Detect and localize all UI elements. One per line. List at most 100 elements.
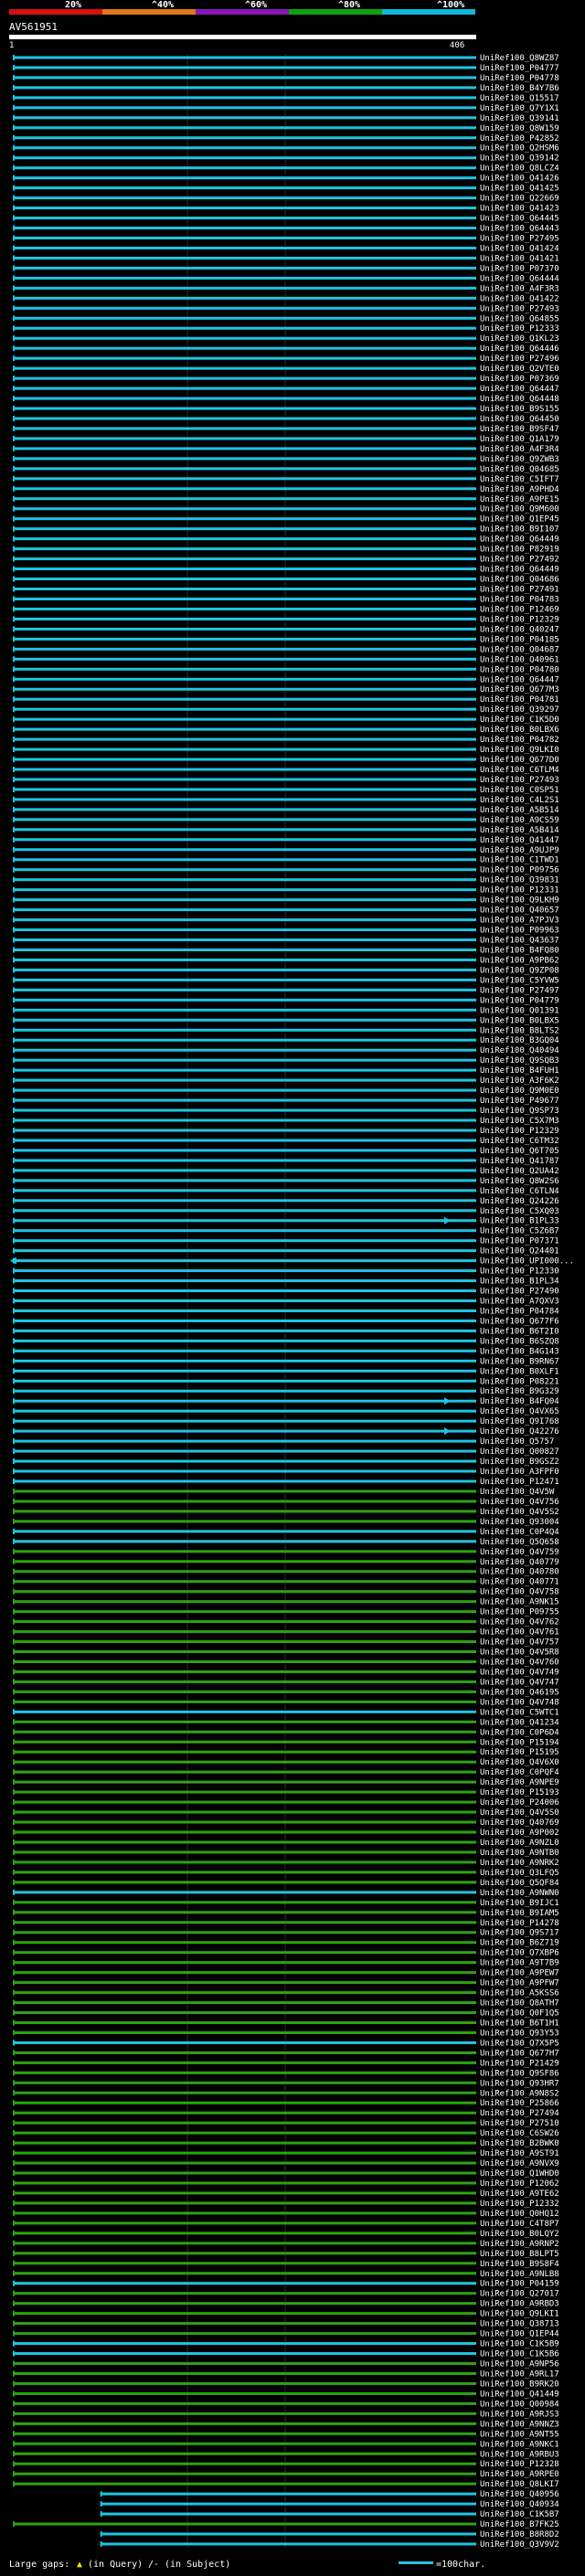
hit-label[interactable]: UniRef100_B2BWK0 <box>480 2139 559 2148</box>
hit-row[interactable]: UniRef100_Q41421 <box>13 254 559 263</box>
hit-row[interactable]: UniRef100_P12333 <box>13 324 559 334</box>
hit-label[interactable]: UniRef100_P27492 <box>480 556 559 565</box>
hit-row[interactable]: UniRef100_A9NPE9 <box>13 1778 559 1787</box>
hit-row[interactable]: UniRef100_Q41423 <box>13 205 559 214</box>
hit-row[interactable]: UniRef100_P27495 <box>13 234 559 243</box>
hit-label[interactable]: UniRef100_C1K5B7 <box>480 2510 559 2519</box>
hit-row[interactable]: UniRef100_B4FUH1 <box>13 1066 559 1076</box>
hit-row[interactable]: UniRef100_C1TWD1 <box>13 856 559 865</box>
hit-label[interactable]: UniRef100_Q4V758 <box>480 1588 559 1597</box>
hit-label[interactable]: UniRef100_P04784 <box>480 1307 559 1316</box>
hit-row[interactable]: UniRef100_Q43637 <box>13 937 559 946</box>
hit-row[interactable]: UniRef100_Q40247 <box>13 625 559 634</box>
hit-row[interactable]: UniRef100_P12471 <box>13 1478 559 1487</box>
hit-label[interactable]: UniRef100_Q41787 <box>480 1157 559 1166</box>
hit-row[interactable]: UniRef100_B2BWK0 <box>13 2139 559 2148</box>
hit-row[interactable]: UniRef100_A9CS59 <box>13 816 559 825</box>
hit-label[interactable]: UniRef100_Q5QF84 <box>480 1879 559 1888</box>
hit-row[interactable]: UniRef100_Q4V749 <box>13 1668 559 1677</box>
hit-label[interactable]: UniRef100_Q4V762 <box>480 1618 559 1627</box>
hit-label[interactable]: UniRef100_A4F3R3 <box>480 284 559 293</box>
hit-row[interactable]: UniRef100_Q04687 <box>13 645 559 654</box>
hit-label[interactable]: UniRef100_Q38713 <box>480 2320 559 2329</box>
hit-label[interactable]: UniRef100_A9RNP2 <box>480 2240 559 2249</box>
hit-row[interactable]: UniRef100_C6SW26 <box>13 2129 559 2138</box>
hit-label[interactable]: UniRef100_A9PFW7 <box>480 1979 559 1988</box>
hit-label[interactable]: UniRef100_B7FK25 <box>480 2520 559 2529</box>
hit-row[interactable]: UniRef100_Q38713 <box>13 2320 559 2329</box>
hit-label[interactable]: UniRef100_Q0F1Q5 <box>480 2009 559 2018</box>
hit-label[interactable]: UniRef100_UPI000... <box>480 1257 574 1267</box>
hit-row[interactable]: UniRef100_Q40961 <box>13 655 559 664</box>
hit-row[interactable]: UniRef100_Q5757 <box>13 1437 554 1447</box>
hit-label[interactable]: UniRef100_P24006 <box>480 1798 559 1807</box>
hit-label[interactable]: UniRef100_Q39141 <box>480 114 559 123</box>
hit-label[interactable]: UniRef100_P27496 <box>480 355 559 364</box>
hit-row[interactable]: UniRef100_B6T2I0 <box>13 1327 559 1336</box>
hit-label[interactable]: UniRef100_B1PL33 <box>480 1217 559 1226</box>
hit-row[interactable]: UniRef100_A9P002 <box>13 1829 559 1838</box>
hit-label[interactable]: UniRef100_Q9LKI0 <box>480 746 559 755</box>
hit-row[interactable]: UniRef100_A5B514 <box>13 806 559 815</box>
hit-label[interactable]: UniRef100_P04777 <box>480 64 559 73</box>
hit-label[interactable]: UniRef100_Q4V5W <box>480 1488 555 1497</box>
hit-row[interactable]: UniRef100_C5Z6B7 <box>13 1227 559 1236</box>
hit-row[interactable]: UniRef100_Q4V756 <box>13 1498 559 1507</box>
hit-row[interactable]: UniRef100_P25866 <box>13 2099 559 2108</box>
hit-label[interactable]: UniRef100_Q3LFQ5 <box>480 1869 559 1878</box>
hit-row[interactable]: UniRef100_A9NLB8 <box>13 2270 559 2279</box>
hit-label[interactable]: UniRef100_Q64447 <box>480 675 559 684</box>
hit-row[interactable]: UniRef100_B9S155 <box>13 405 559 414</box>
hit-label[interactable]: UniRef100_Q40769 <box>480 1818 559 1828</box>
hit-label[interactable]: UniRef100_Q64450 <box>480 415 559 424</box>
hit-row[interactable]: UniRef100_P27493 <box>13 776 559 785</box>
hit-row[interactable]: UniRef100_C1K5B6 <box>13 2350 559 2359</box>
hit-label[interactable]: UniRef100_Q40771 <box>480 1578 559 1587</box>
hit-label[interactable]: UniRef100_Q2UA42 <box>480 1167 559 1176</box>
hit-label[interactable]: UniRef100_Q41421 <box>480 254 559 263</box>
hit-label[interactable]: UniRef100_P09963 <box>480 927 559 936</box>
hit-row[interactable]: UniRef100_Q1WHD0 <box>13 2169 559 2178</box>
hit-label[interactable]: UniRef100_P07371 <box>480 1237 559 1246</box>
hit-row[interactable]: UniRef100_Q93Y53 <box>13 2029 559 2038</box>
hit-row[interactable]: UniRef100_Q42276 <box>13 1427 559 1436</box>
hit-label[interactable]: UniRef100_A9PB62 <box>480 956 559 965</box>
hit-label[interactable]: UniRef100_Q9SP73 <box>480 1107 559 1116</box>
hit-row[interactable]: UniRef100_A5B414 <box>13 826 559 835</box>
hit-row[interactable]: UniRef100_Q9SP73 <box>13 1107 559 1116</box>
hit-row[interactable]: UniRef100_Q8W159 <box>13 124 559 133</box>
hit-row[interactable]: UniRef100_P12328 <box>13 2460 559 2469</box>
hit-label[interactable]: UniRef100_Q41423 <box>480 205 559 214</box>
hit-row[interactable]: UniRef100_P15195 <box>13 1748 559 1757</box>
hit-label[interactable]: UniRef100_Q1WHD0 <box>480 2169 559 2178</box>
hit-row[interactable]: UniRef100_C5YVW5 <box>13 976 559 985</box>
hit-label[interactable]: UniRef100_P49677 <box>480 1097 559 1106</box>
hit-row[interactable]: UniRef100_A7QXV3 <box>13 1298 559 1307</box>
hit-row[interactable]: UniRef100_P12332 <box>13 2200 559 2209</box>
hit-label[interactable]: UniRef100_P12331 <box>480 886 559 896</box>
hit-row[interactable]: UniRef100_Q8LCZ4 <box>13 164 559 174</box>
hit-label[interactable]: UniRef100_Q4V5S0 <box>480 1808 559 1818</box>
hit-row[interactable]: UniRef100_Q41449 <box>13 2390 559 2399</box>
hit-label[interactable]: UniRef100_B9SF47 <box>480 425 559 434</box>
hit-row[interactable]: UniRef100_P04185 <box>13 635 559 644</box>
hit-row[interactable]: UniRef100_P12330 <box>13 1267 559 1277</box>
hit-label[interactable]: UniRef100_C1K5D0 <box>480 716 559 725</box>
hit-label[interactable]: UniRef100_P04780 <box>480 665 559 674</box>
hit-label[interactable]: UniRef100_A9NLB8 <box>480 2270 559 2279</box>
hit-row[interactable]: UniRef100_Q24226 <box>13 1197 559 1206</box>
hit-row[interactable]: UniRef100_Q27017 <box>13 2290 559 2299</box>
hit-row[interactable]: UniRef100_Q7XBP6 <box>13 1949 559 1958</box>
hit-label[interactable]: UniRef100_Q15517 <box>480 94 559 103</box>
hit-row[interactable]: UniRef100_Q9S717 <box>13 1929 559 1938</box>
hit-label[interactable]: UniRef100_Q677M3 <box>480 685 559 694</box>
hit-row[interactable]: UniRef100_Q64447 <box>13 385 559 394</box>
hit-row[interactable]: UniRef100_Q677D0 <box>13 756 559 765</box>
hit-row[interactable]: UniRef100_B4FQ80 <box>13 946 559 955</box>
hit-label[interactable]: UniRef100_Q2HSM6 <box>480 144 559 154</box>
hit-row[interactable]: UniRef100_Q9ZWB3 <box>13 455 559 464</box>
hit-label[interactable]: UniRef100_A9TE62 <box>480 2189 559 2199</box>
hit-label[interactable]: UniRef100_Q1EP45 <box>480 515 559 525</box>
hit-row[interactable]: UniRef100_C1K5D0 <box>13 716 559 725</box>
hit-row[interactable]: UniRef100_P04780 <box>13 665 559 674</box>
